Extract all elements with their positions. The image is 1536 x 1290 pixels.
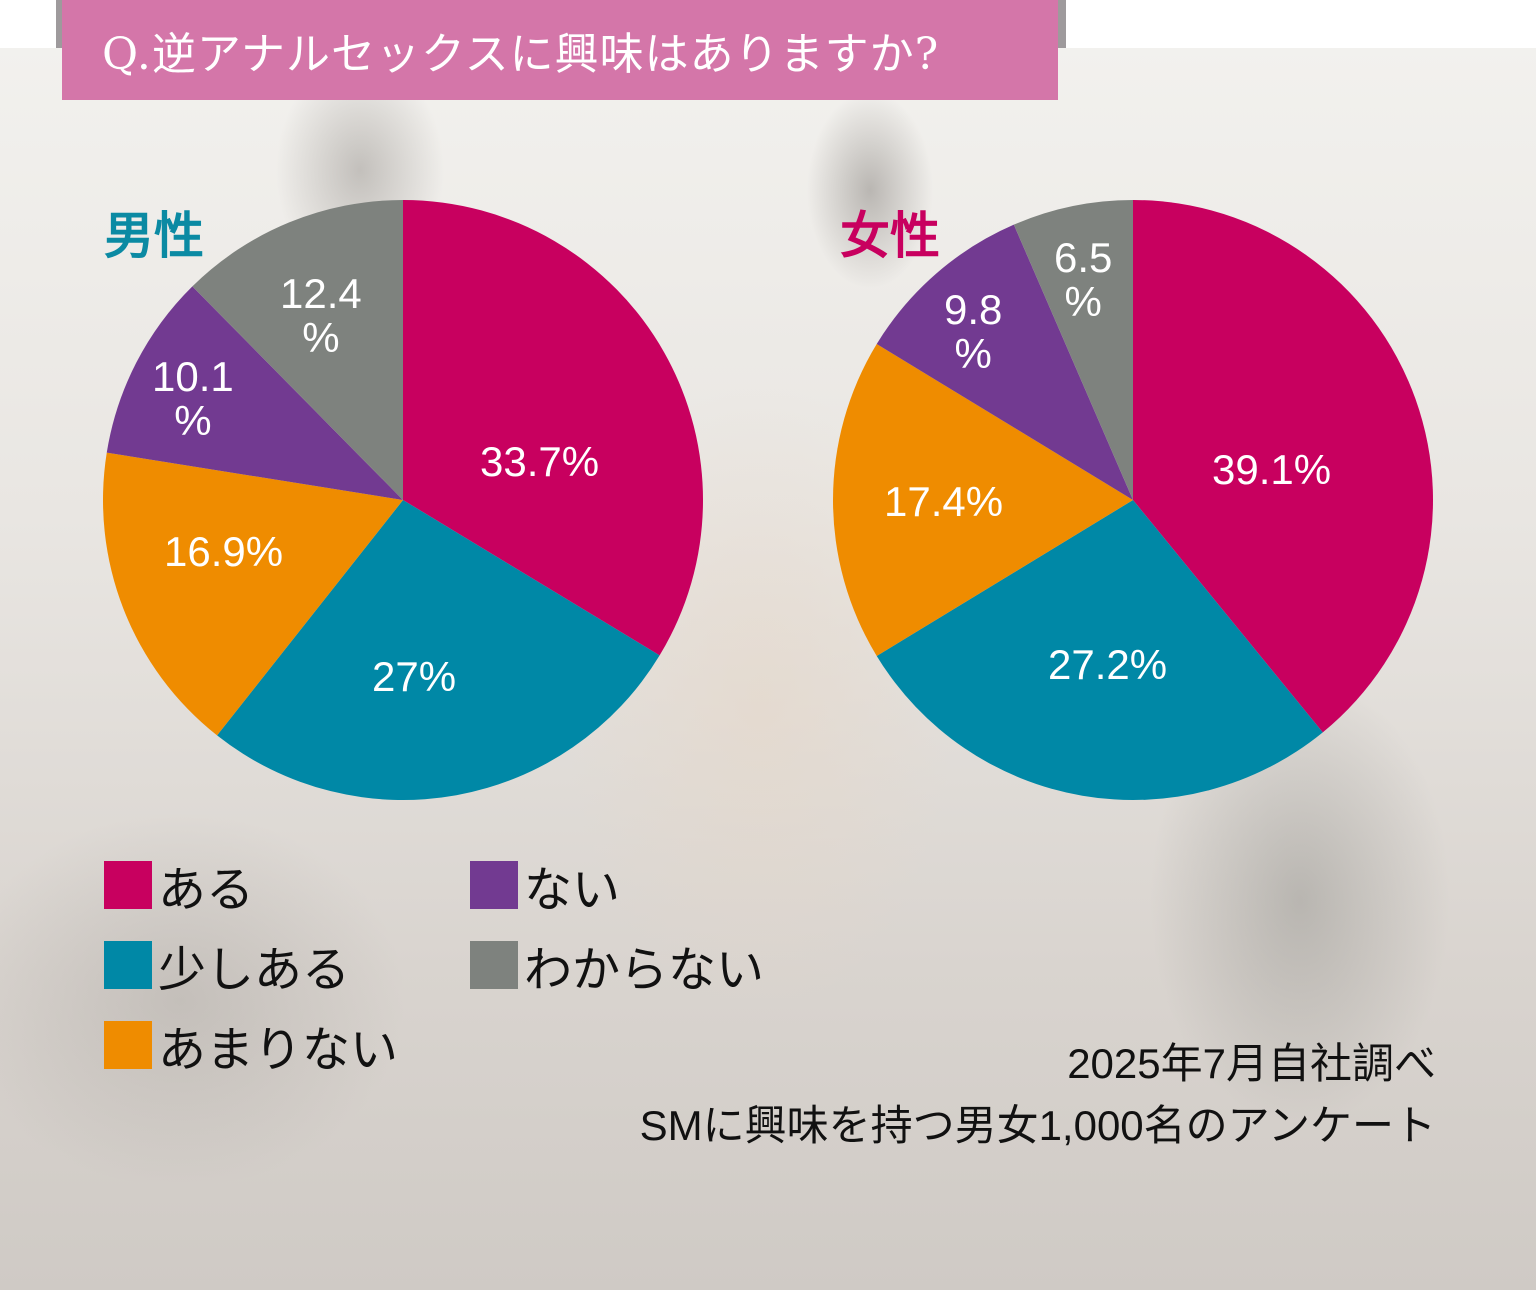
female-label: 女性: [840, 207, 940, 265]
legend-label: わからない: [524, 942, 765, 998]
female-pct-wakaranai-unit: %: [1064, 278, 1102, 326]
question-title: Q.逆アナルセックスに興味はありますか?: [102, 29, 940, 80]
male-pct-wakaranai: 12.4 %: [280, 270, 362, 362]
male-pie-svg: [102, 200, 704, 801]
male-slice-amari-nai: [102, 452, 403, 736]
male-pct-aru: 33.7%: [480, 438, 600, 485]
legend-swatch-amari-nai: [104, 1021, 152, 1069]
male-pct-wakaranai-unit: %: [302, 314, 340, 362]
female-slice-nai: [876, 224, 1133, 500]
male-slice-sukoshi-aru: [217, 500, 660, 801]
legend-item-aru: ある: [104, 855, 254, 918]
legend-swatch-wakaranai: [470, 941, 518, 989]
female-pie-svg: [833, 200, 1433, 800]
male-pct-sukoshi-aru: 27%: [372, 653, 457, 700]
male-pct-nai: 10.1 %: [152, 353, 234, 445]
legend-swatch-aru: [104, 861, 152, 909]
female-pct-aru: 39.1%: [1212, 446, 1332, 493]
legend-item-wakaranai: わからない: [470, 935, 764, 998]
legend-swatch-nai: [470, 861, 518, 909]
legend: ある 少しある あまりない ない わからない: [104, 855, 824, 1078]
female-slice-sukoshi-aru: [876, 500, 1323, 800]
legend-label: あまりない: [158, 1022, 399, 1078]
legend-item-amari-nai: あまりない: [104, 1015, 398, 1078]
male-pct-nai-value: 10.1: [152, 353, 234, 400]
male-pct-wakaranai-value: 12.4: [280, 270, 362, 317]
male-slice-wakaranai: [192, 200, 403, 500]
male-pct-nai-unit: %: [174, 397, 212, 445]
legend-label: 少しある: [158, 942, 351, 998]
female-slice-amari-nai: [833, 344, 1133, 656]
male-slice-aru: [403, 200, 704, 656]
survey-source-date: 2025年7月自社調べ: [1067, 1040, 1436, 1087]
male-label: 男性: [104, 207, 204, 265]
legend-label: ない: [524, 862, 621, 918]
female-pct-nai: 9.8 %: [944, 286, 1003, 378]
male-pct-amari-nai: 16.9%: [164, 528, 284, 575]
legend-item-nai: ない: [470, 855, 620, 918]
female-pie-chart: [833, 200, 1433, 800]
question-title-bar: Q.逆アナルセックスに興味はありますか?: [62, 0, 1058, 100]
male-slice-nai: [106, 286, 403, 500]
female-slice-wakaranai: [1013, 200, 1133, 500]
female-pct-wakaranai: 6.5 %: [1054, 234, 1113, 326]
female-pct-nai-unit: %: [954, 330, 992, 378]
female-pct-wakaranai-value: 6.5: [1054, 234, 1113, 281]
legend-swatch-sukoshi-aru: [104, 941, 152, 989]
legend-item-sukoshi-aru: 少しある: [104, 935, 350, 998]
survey-description: SMに興味を持つ男女1,000名のアンケート: [639, 1102, 1436, 1149]
legend-label: ある: [158, 862, 255, 918]
male-pie-chart: [102, 200, 704, 801]
female-pct-sukoshi-aru: 27.2%: [1048, 641, 1168, 688]
female-pct-amari-nai: 17.4%: [884, 478, 1004, 525]
female-pct-nai-value: 9.8: [944, 286, 1003, 333]
female-slice-aru: [1133, 200, 1433, 733]
